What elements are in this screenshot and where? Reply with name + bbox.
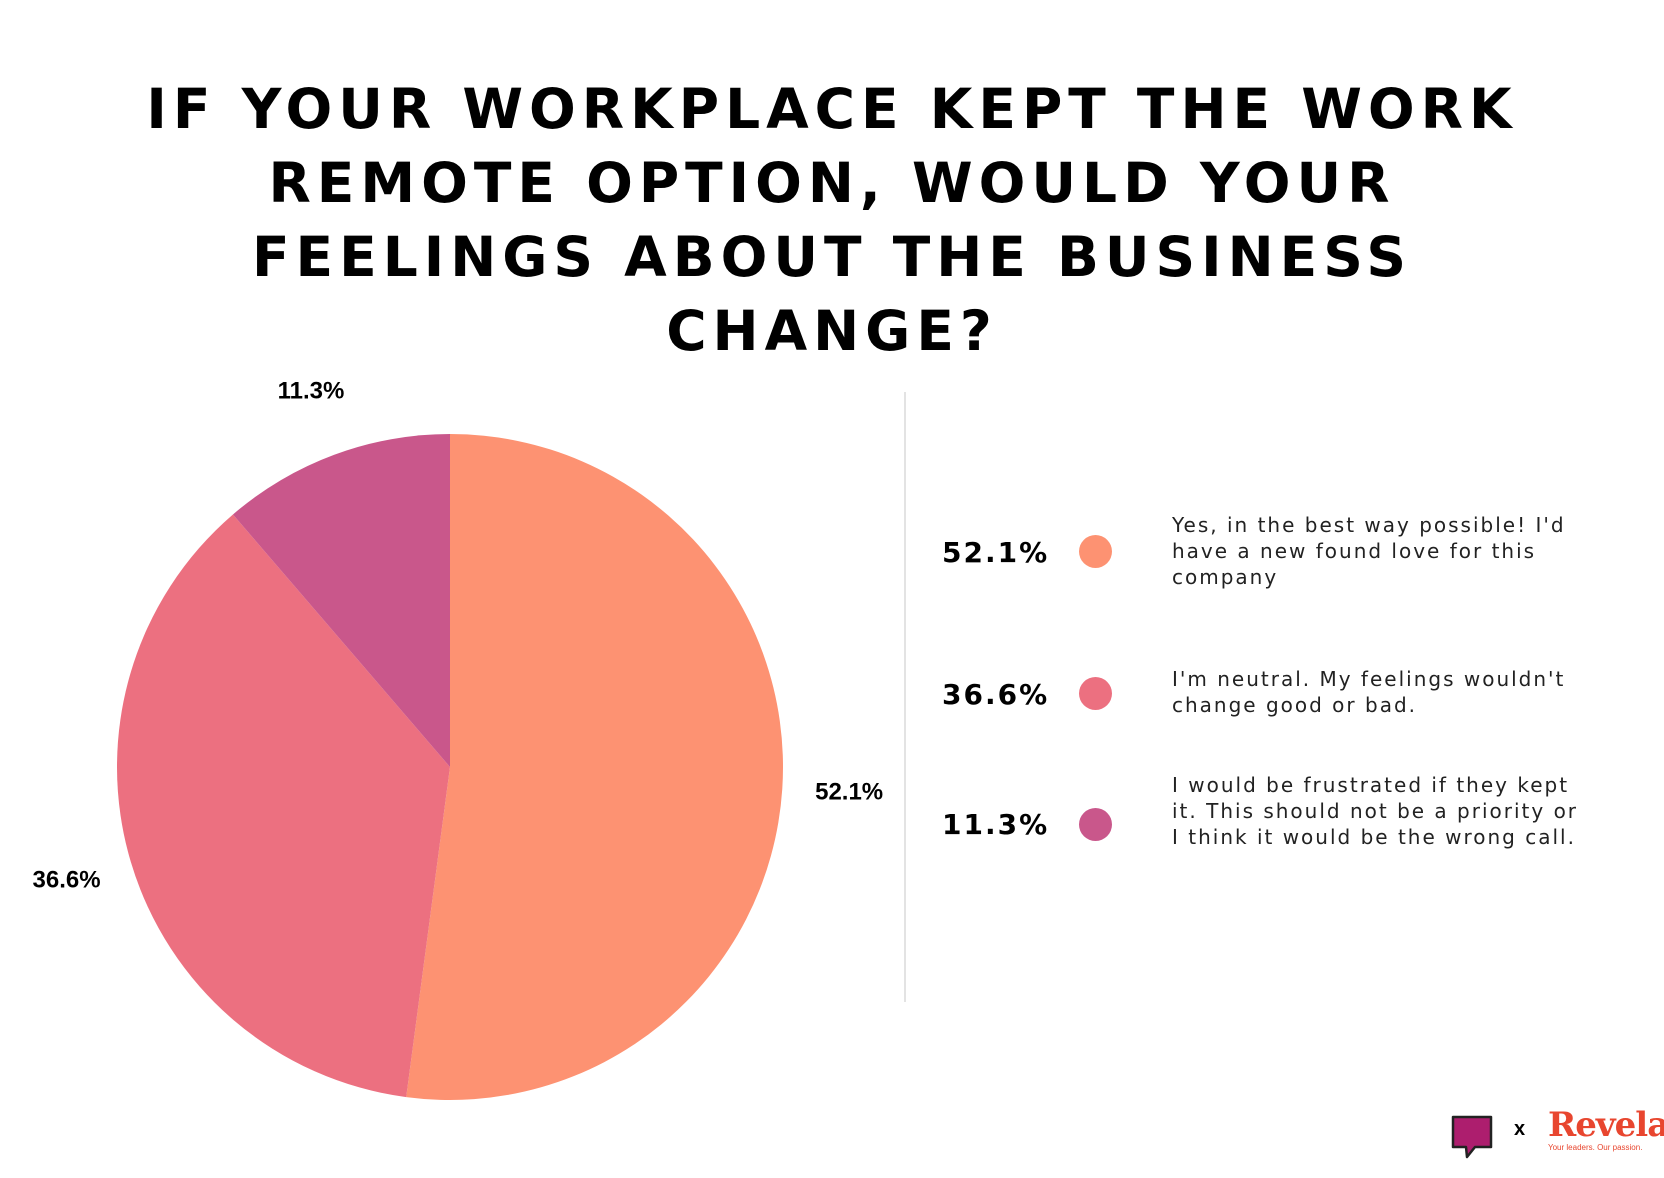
slice-data-label: 36.6%	[33, 866, 101, 893]
revela-logo: Revela	[1548, 1105, 1664, 1145]
pie-chart: 52.1% 36.6% 11.3%	[33, 380, 883, 1100]
legend-percent: 11.3%	[942, 808, 1050, 841]
legend-swatch	[1079, 808, 1112, 841]
pie-slice	[406, 434, 783, 1100]
logo-separator: x	[1514, 1118, 1526, 1140]
pie-slice	[232, 434, 450, 767]
slice-data-label: 52.1%	[815, 779, 883, 806]
chart-title: IF YOUR WORKPLACE KEPT THE WORK REMOTE O…	[146, 77, 1518, 363]
legend-label: I would be frustrated if they kept it. T…	[1172, 773, 1579, 849]
legend-percent: 36.6%	[942, 678, 1050, 711]
divider	[904, 392, 906, 1002]
legend-label: I'm neutral. My feelings wouldn't change…	[1172, 667, 1566, 717]
revela-tagline: Your leaders. Our passion.	[1548, 1143, 1643, 1152]
legend-label: Yes, in the best way possible! I'd have …	[1172, 513, 1566, 589]
speech-bubble-icon	[1451, 1115, 1493, 1159]
legend-swatch	[1079, 535, 1112, 568]
pie-slice	[116, 514, 451, 1098]
legend-swatch	[1079, 677, 1112, 710]
legend-percent: 52.1%	[942, 536, 1050, 569]
slice-data-label: 11.3%	[278, 380, 345, 404]
